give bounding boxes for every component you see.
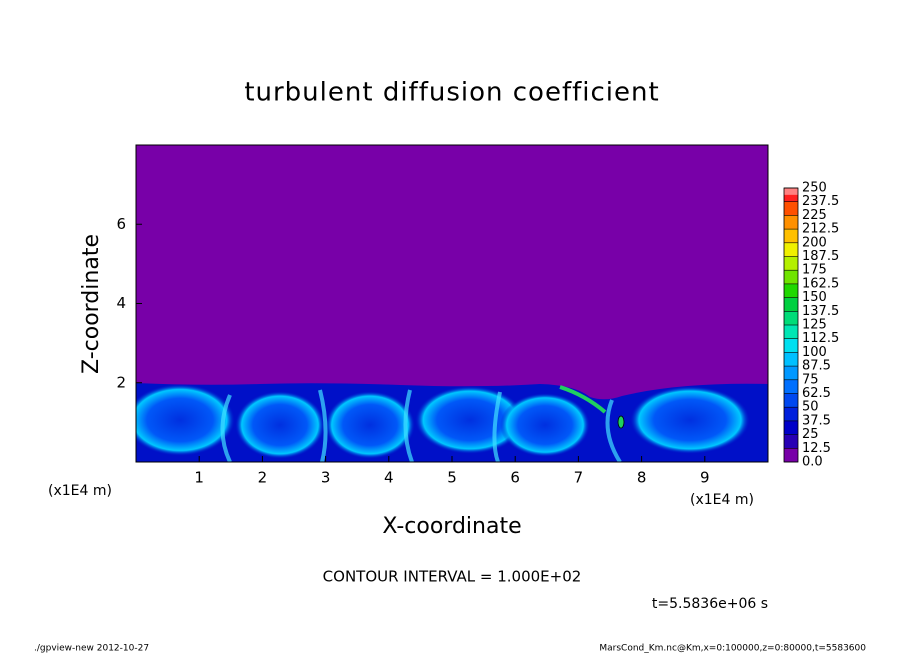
footer-left: ./gpview-new 2012-10-27 bbox=[34, 644, 149, 654]
colorbar-label: 237.5 bbox=[802, 194, 839, 209]
colorbar-label: 37.5 bbox=[802, 413, 831, 428]
colorbar-swatch bbox=[784, 352, 798, 367]
colorbar-label: 112.5 bbox=[802, 331, 839, 346]
colorbar-label: 62.5 bbox=[802, 386, 831, 401]
colorbar-swatch bbox=[784, 338, 798, 353]
colorbar-label: 0.0 bbox=[802, 455, 823, 470]
colorbar-label: 225 bbox=[802, 208, 827, 223]
footer-right: MarsCond_Km.nc@Km,x=0:100000,z=0:80000,t… bbox=[599, 644, 866, 654]
high-zone bbox=[617, 415, 625, 429]
x-unit: (x1E4 m) bbox=[48, 483, 112, 499]
y-tick-label: 6 bbox=[116, 215, 126, 233]
x-tick-label: 3 bbox=[321, 469, 331, 487]
colorbar-label: 125 bbox=[802, 318, 827, 333]
x-tick-label: 1 bbox=[194, 469, 204, 487]
colorbar-swatch bbox=[784, 311, 798, 325]
x-unit: (x1E4 m) bbox=[690, 492, 754, 508]
colorbar-label: 12.5 bbox=[802, 441, 831, 456]
colorbar-swatch bbox=[784, 325, 798, 339]
time-label: t=5.5836e+06 s bbox=[652, 596, 768, 612]
x-tick-label: 9 bbox=[700, 469, 710, 487]
colorbar-label: 25 bbox=[802, 427, 819, 442]
colorbar-label: 50 bbox=[802, 400, 819, 415]
colorbar-label: 162.5 bbox=[802, 276, 839, 291]
colorbar-label: 100 bbox=[802, 345, 827, 360]
y-tick-label: 2 bbox=[116, 373, 126, 391]
x-tick-label: 7 bbox=[574, 469, 584, 487]
colorbar-label: 75 bbox=[802, 372, 819, 387]
colorbar-label: 187.5 bbox=[802, 249, 839, 264]
y-tick-label: 4 bbox=[116, 294, 126, 312]
y-axis-label: Z-coordinate bbox=[79, 234, 104, 374]
eddy bbox=[325, 391, 415, 459]
colorbar-swatch bbox=[784, 256, 798, 271]
contour-interval: CONTOUR INTERVAL = 1.000E+02 bbox=[323, 568, 582, 586]
plume bbox=[220, 389, 622, 462]
chart-title: turbulent diffusion coefficient bbox=[244, 78, 659, 108]
colorbar-label: 175 bbox=[802, 263, 827, 278]
x-tick-label: 5 bbox=[447, 469, 457, 487]
x-tick-label: 4 bbox=[384, 469, 394, 487]
eddy bbox=[235, 391, 325, 459]
colorbar-swatch bbox=[784, 366, 798, 380]
colorbar-label: 212.5 bbox=[802, 222, 839, 237]
colorbar-swatch bbox=[784, 242, 798, 257]
high-zone bbox=[559, 385, 607, 414]
x-tick-label: 6 bbox=[510, 469, 520, 487]
x-axis-label: X-coordinate bbox=[382, 514, 521, 539]
colorbar-label: 200 bbox=[802, 235, 827, 250]
colorbar-swatch bbox=[784, 215, 798, 230]
colorbar-swatch bbox=[784, 297, 798, 312]
colorbar-swatch bbox=[784, 434, 798, 449]
eddy bbox=[500, 393, 590, 457]
colorbar-label: 87.5 bbox=[802, 359, 831, 374]
colorbar-label: 150 bbox=[802, 290, 827, 305]
colorbar-swatch bbox=[784, 379, 798, 394]
colorbar-swatch bbox=[784, 407, 798, 421]
colorbar-swatch bbox=[784, 229, 798, 243]
field bbox=[136, 145, 768, 462]
colorbar-swatch bbox=[784, 393, 798, 408]
x-tick-label: 2 bbox=[258, 469, 268, 487]
colorbar-label: 250 bbox=[802, 181, 827, 196]
colorbar-cap bbox=[784, 187, 798, 195]
colorbar-swatch bbox=[784, 201, 798, 216]
colorbar-swatch bbox=[784, 283, 798, 298]
x-tick-label: 8 bbox=[637, 469, 647, 487]
colorbar-swatch bbox=[784, 448, 798, 462]
colorbar-label: 137.5 bbox=[802, 304, 839, 319]
colorbar-swatch bbox=[784, 420, 798, 435]
eddy bbox=[136, 384, 235, 456]
eddy bbox=[630, 386, 750, 454]
colorbar-swatch bbox=[784, 270, 798, 284]
